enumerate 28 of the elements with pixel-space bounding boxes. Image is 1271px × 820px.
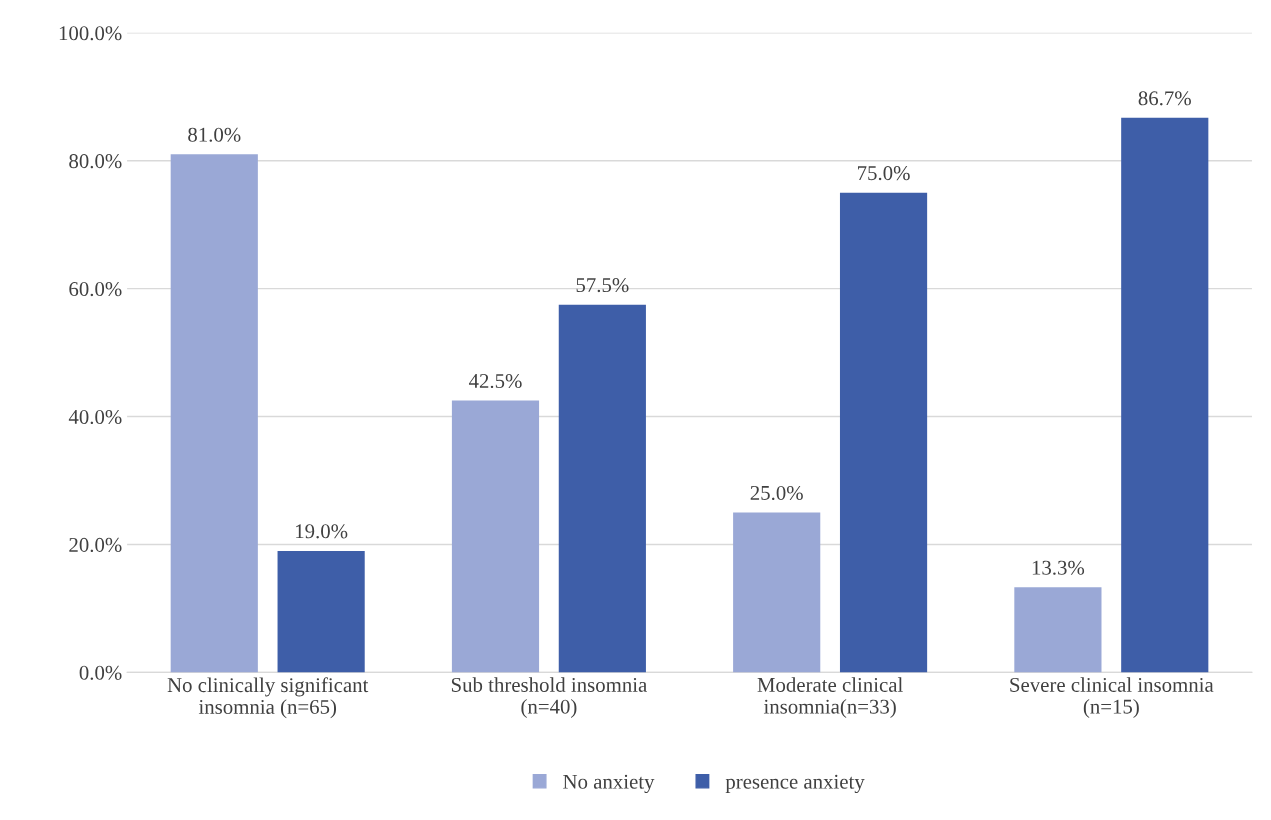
bar xyxy=(558,304,646,673)
legend-label: presence anxiety xyxy=(725,774,865,794)
x-tick-label: No clinically significant insomnia (n=65) xyxy=(167,677,369,719)
bar xyxy=(839,192,928,673)
data-label: 75.0% xyxy=(858,166,910,181)
data-label: 57.5% xyxy=(576,278,629,293)
x-tick-label: Sub threshold insomnia (n=40) xyxy=(451,677,648,718)
bar xyxy=(277,550,365,673)
legend-label: No anxiety xyxy=(563,774,655,794)
data-label: 25.0% xyxy=(750,485,803,501)
y-tick-label: 60.0% xyxy=(69,282,122,297)
y-tick-label: 20.0% xyxy=(69,537,122,552)
data-label: 19.0% xyxy=(296,524,348,539)
x-tick-label: Moderate clinical insomnia(n=33) xyxy=(757,677,903,718)
bar xyxy=(451,400,540,673)
data-label: 81.0% xyxy=(188,127,241,142)
bar xyxy=(1014,587,1102,673)
y-tick-label: 80.0% xyxy=(69,154,122,169)
x-tick-label: Severe clinical insomnia (n=15) xyxy=(1010,677,1214,718)
data-label: 42.5% xyxy=(468,373,522,389)
bar xyxy=(1121,117,1209,673)
data-label: 13.3% xyxy=(1032,560,1085,575)
y-tick-label: 40.0% xyxy=(68,409,122,425)
bar xyxy=(170,154,258,673)
y-tick-label: 100.0% xyxy=(59,26,122,41)
bar xyxy=(733,512,821,673)
data-label: 86.7% xyxy=(1138,91,1191,106)
y-tick-label: 0.0% xyxy=(79,665,122,680)
